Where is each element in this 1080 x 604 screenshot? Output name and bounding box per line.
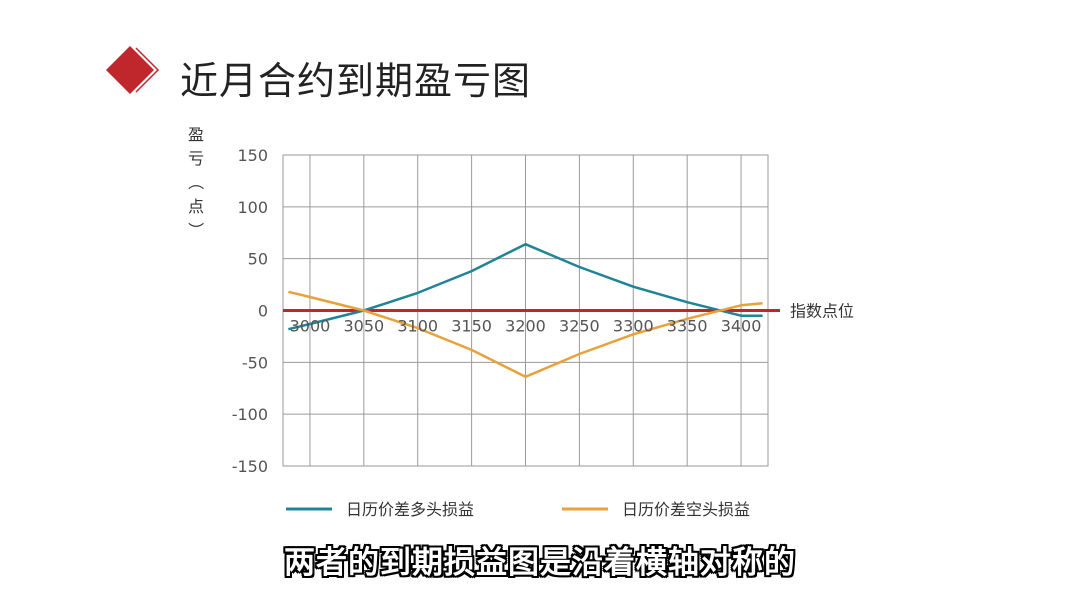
x-tick-label: 3400 xyxy=(721,317,762,336)
y-tick-label: -150 xyxy=(232,457,268,476)
y-tick-label: 150 xyxy=(237,146,268,165)
x-tick-label: 3050 xyxy=(343,317,384,336)
x-tick-label: 3350 xyxy=(667,317,708,336)
diamond-bullet-icon xyxy=(106,46,160,94)
chart-series xyxy=(288,242,763,379)
y-tick-label: 100 xyxy=(237,198,268,217)
legend-label: 日历价差空头损益 xyxy=(622,500,750,519)
series-line-long xyxy=(288,242,763,331)
x-tick-label: 3150 xyxy=(451,317,492,336)
y-axis-label-char: ） xyxy=(186,222,205,238)
video-subtitle: 两者的到期损益图是沿着横轴对称的 xyxy=(284,545,796,581)
x-tick-label: 3000 xyxy=(290,317,331,336)
series-line-short xyxy=(288,290,763,379)
x-axis-label: 指数点位 xyxy=(790,302,854,321)
y-axis-label-char: 盈 xyxy=(188,125,204,144)
y-axis-label-char: （ xyxy=(186,174,205,190)
chart-grid xyxy=(282,154,780,467)
y-tick-label: 50 xyxy=(248,250,268,269)
y-tick-label: -50 xyxy=(242,353,268,372)
page-title: 近月合约到期盈亏图 xyxy=(180,59,532,103)
legend-label: 日历价差多头损益 xyxy=(346,500,474,519)
chart-legend: 日历价差多头损益 日历价差空头损益 xyxy=(286,500,750,519)
x-tick-label: 3200 xyxy=(505,317,546,336)
x-tick-label: 3300 xyxy=(613,317,654,336)
chart-labels: 盈亏 （ 点 ） 指数点位 xyxy=(186,125,854,321)
y-axis-label-char: 亏 xyxy=(188,149,204,168)
x-tick-label: 3250 xyxy=(559,317,600,336)
y-axis-label-char: 点 xyxy=(188,197,204,216)
y-tick-label: 0 xyxy=(258,302,268,321)
chart-ticks: 150 100 50 0 -50 -100 -150 3000 3050 3100 3150 3200… xyxy=(232,146,762,476)
x-tick-label: 3100 xyxy=(397,317,438,336)
y-tick-label: -100 xyxy=(232,405,268,424)
